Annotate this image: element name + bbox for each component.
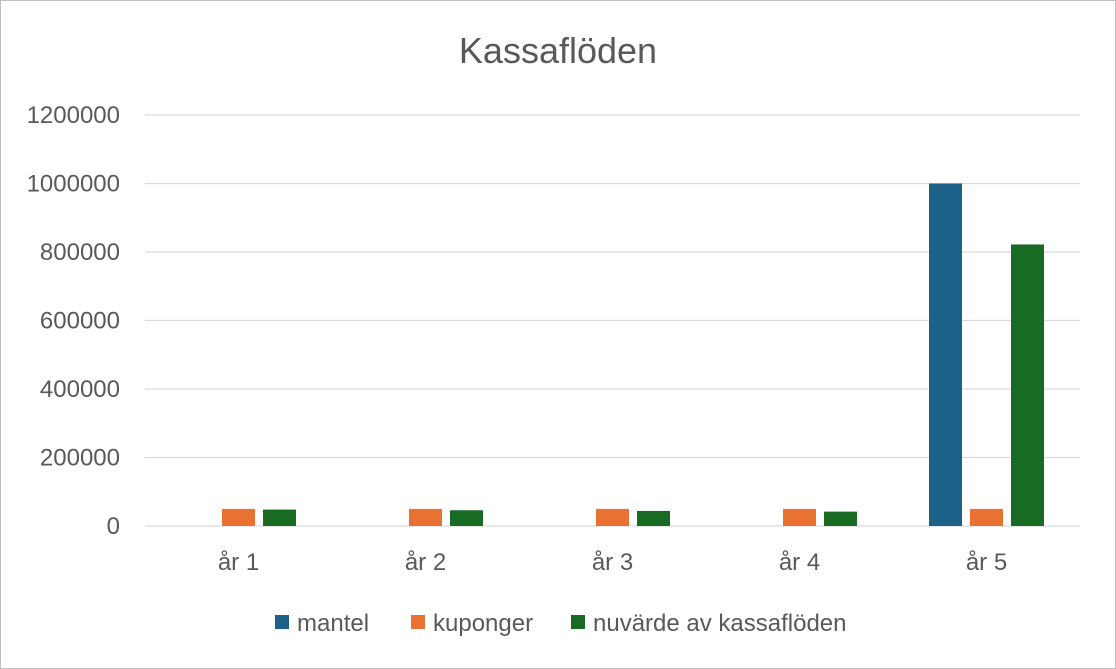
y-tick-label: 0: [107, 513, 120, 540]
bar-kuponger-3: [596, 508, 629, 526]
legend-label: mantel: [297, 610, 369, 637]
x-tick-label: år 1: [218, 549, 259, 576]
gridlines: [145, 114, 1080, 527]
chart-title: Kassaflöden: [459, 30, 657, 71]
bar-nuvärde-av-kassaflöden-4: [824, 511, 857, 526]
bar-nuvärde-av-kassaflöden-1: [263, 509, 296, 526]
bars: [222, 183, 1044, 526]
x-tick-label: år 3: [592, 549, 633, 576]
legend: mantel kuponger nuvärde av kassaflöden: [275, 610, 847, 637]
bar-nuvärde-av-kassaflöden-3: [637, 510, 670, 526]
bar-kuponger-1: [222, 508, 255, 526]
y-tick-label: 1000000: [27, 171, 120, 198]
x-tick-label: år 4: [779, 549, 820, 576]
bar-nuvärde-av-kassaflöden-5: [1011, 244, 1044, 526]
bar-mantel-5: [929, 183, 962, 526]
bar-kuponger-4: [783, 508, 816, 526]
legend-swatch: [571, 615, 585, 629]
x-tick-label: år 5: [966, 549, 1007, 576]
y-tick-label: 1200000: [27, 102, 120, 129]
y-tick-label: 400000: [40, 376, 120, 403]
y-tick-label: 800000: [40, 239, 120, 266]
bar-nuvärde-av-kassaflöden-2: [450, 510, 483, 526]
legend-swatch: [275, 615, 289, 629]
bar-kuponger-2: [409, 508, 442, 526]
bar-kuponger-5: [970, 508, 1003, 526]
legend-label: kuponger: [433, 610, 533, 637]
y-tick-label: 600000: [40, 308, 120, 335]
x-tick-label: år 2: [405, 549, 446, 576]
y-axis-ticks: 0 200000 400000 600000 800000 1000000 1200000: [27, 102, 120, 540]
legend-swatch: [411, 615, 425, 629]
y-tick-label: 200000: [40, 445, 120, 472]
legend-label: nuvärde av kassaflöden: [593, 610, 847, 637]
x-axis-ticks: år 1 år 2 år 3 år 4 år 5: [218, 549, 1007, 576]
